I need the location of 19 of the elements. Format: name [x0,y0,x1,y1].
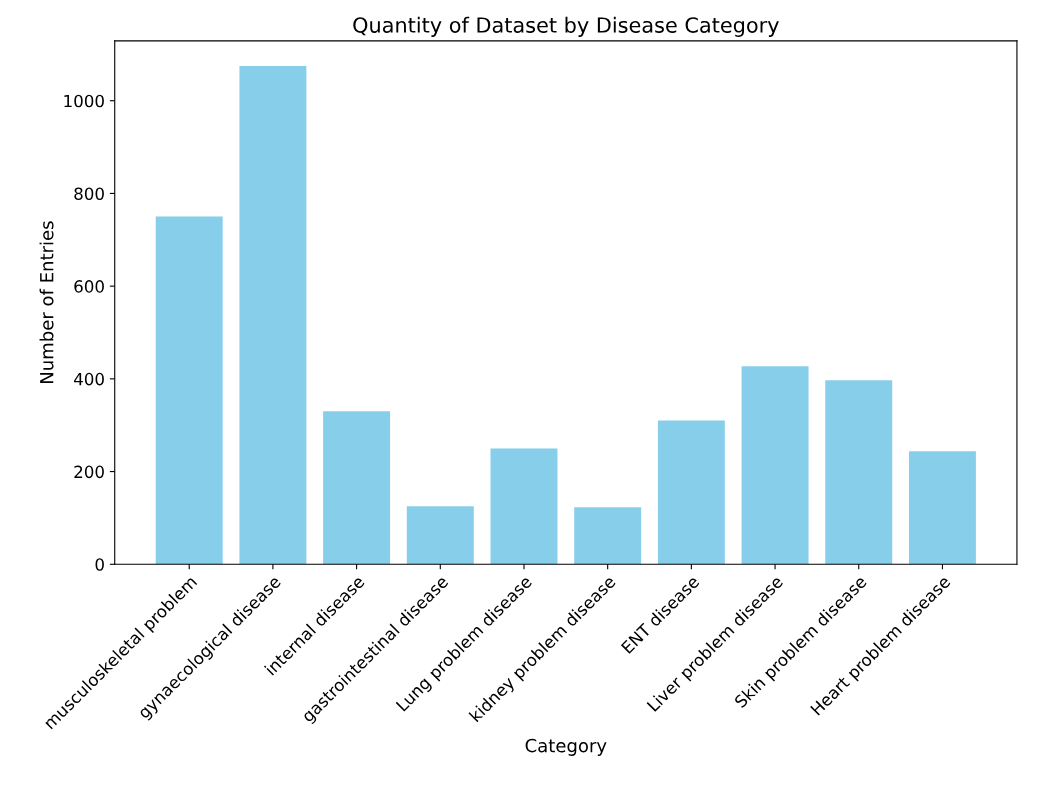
y-tick-label: 600 [74,280,104,293]
y-tick-label: 200 [74,465,104,479]
chart-title: Quantity of Dataset by Disease Category [353,16,779,37]
y-tick-label: 1000 [64,94,104,108]
y-tick-label: 400 [74,372,104,386]
bar [574,507,642,565]
x-axis-title: Category [525,738,607,756]
bar [406,506,474,565]
bar [490,448,558,565]
bar [908,451,976,565]
y-axis-title: Number of Entries [39,221,54,383]
bar [657,420,725,565]
y-tick-label: 0 [95,558,104,571]
bar [239,65,307,565]
bar [155,216,223,565]
bar [323,411,391,565]
bar [825,380,893,565]
y-tick-label: 800 [74,187,104,200]
bar [741,366,809,565]
